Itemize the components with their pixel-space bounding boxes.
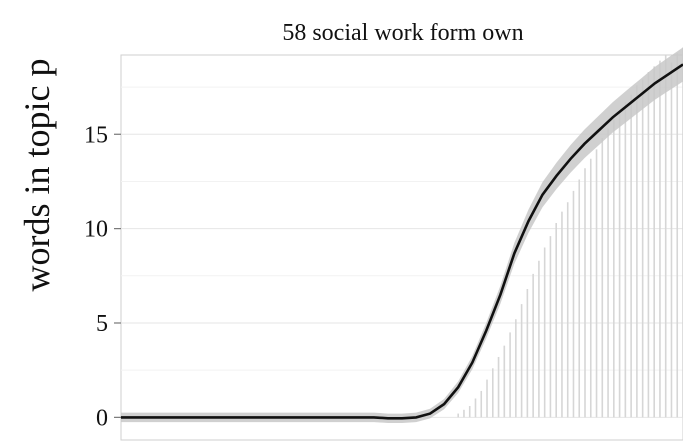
y-axis: 0 5 10 15: [84, 122, 121, 431]
chart-title: 58 social work form own: [282, 20, 523, 46]
grid: [121, 86, 683, 418]
y-tick-label: 15: [84, 122, 108, 148]
y-tick-label: 0: [96, 405, 108, 431]
bar-group: [457, 47, 683, 418]
plot-area: [120, 47, 683, 441]
y-tick-label: 10: [84, 217, 108, 243]
smoothed-line: [121, 63, 683, 420]
y-axis-label: words in topic p: [17, 59, 57, 292]
plot-panel: [120, 54, 683, 441]
y-tick-label: 5: [96, 311, 108, 337]
